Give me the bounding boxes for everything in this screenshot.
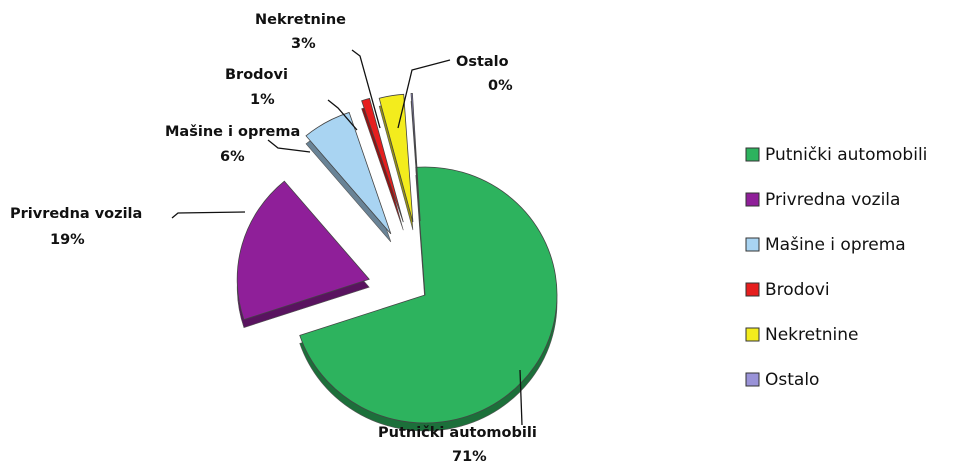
legend-label: Ostalo	[765, 370, 819, 390]
leader-line	[267, 139, 311, 153]
legend-swatch	[745, 147, 760, 162]
legend-label: Nekretnine	[765, 325, 859, 345]
legend-swatch	[745, 282, 760, 297]
legend-label: Brodovi	[765, 280, 830, 300]
legend: Putnički automobili Privredna vozila Mašin…	[745, 145, 927, 390]
slice-value-label: 6%	[220, 149, 245, 165]
pie-slice	[236, 180, 370, 321]
leader-line	[327, 99, 358, 131]
leader-line	[397, 59, 451, 129]
slice-value-label: 3%	[291, 36, 316, 52]
pie-slice	[410, 92, 421, 222]
slice-value-label: 0%	[488, 78, 513, 94]
legend-swatch	[745, 327, 760, 342]
legend-swatch	[745, 192, 760, 207]
leader-line	[171, 211, 246, 219]
slice-label: Putnički automobili	[378, 425, 537, 441]
pie-slice	[378, 93, 414, 223]
leader-line	[351, 49, 381, 129]
slice-label: Ostalo	[456, 54, 509, 70]
slice-value-label: 1%	[250, 92, 275, 108]
slice-label: Nekretnine	[255, 12, 346, 28]
slice-value-label: 19%	[50, 232, 85, 248]
pie-slice	[361, 97, 404, 223]
legend-label: Mašine i oprema	[765, 235, 906, 255]
legend-label: Privredna vozila	[765, 190, 900, 210]
legend-label: Putnički automobili	[765, 145, 927, 165]
slice-label: Privredna vozila	[10, 206, 142, 222]
slice-label: Mašine i oprema	[165, 124, 300, 140]
slice-value-label: 71%	[452, 449, 487, 461]
slice-label: Brodovi	[225, 67, 288, 83]
pie-labels: Putnički automobili 71% Privredna vozila 19…	[10, 12, 537, 461]
pie-slice	[305, 111, 392, 235]
leader-line	[519, 369, 523, 426]
pie-slice	[299, 166, 558, 424]
legend-swatch	[745, 237, 760, 252]
pie-slices	[236, 92, 558, 432]
legend-swatch	[745, 372, 760, 387]
